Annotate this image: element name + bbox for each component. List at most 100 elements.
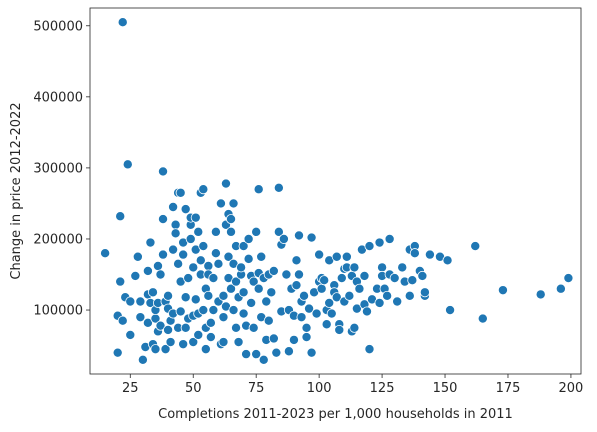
data-point	[334, 324, 345, 335]
data-point	[243, 233, 254, 244]
data-point	[100, 248, 111, 259]
data-point	[193, 226, 204, 237]
data-point	[137, 354, 148, 365]
data-point	[535, 289, 546, 300]
data-point	[271, 347, 282, 358]
x-tick-label: 125	[370, 381, 395, 396]
data-point	[160, 344, 171, 355]
data-point	[180, 322, 191, 333]
data-point	[125, 329, 136, 340]
data-point	[142, 317, 153, 328]
data-point	[135, 296, 146, 307]
data-point	[419, 287, 430, 298]
y-tick-label: 300000	[33, 161, 83, 176]
data-point	[190, 294, 201, 305]
data-point	[293, 269, 304, 280]
y-axis-label: Change in price 2012-2022	[9, 102, 24, 279]
x-tick-label: 150	[433, 381, 458, 396]
data-point	[278, 233, 289, 244]
data-point	[226, 226, 237, 237]
data-point	[477, 313, 488, 324]
data-point	[409, 248, 420, 259]
data-point	[236, 262, 247, 273]
data-point	[445, 305, 456, 316]
data-point	[158, 214, 169, 225]
data-point	[306, 347, 317, 358]
data-point	[203, 290, 214, 301]
data-point	[238, 287, 249, 298]
data-point	[233, 337, 244, 348]
data-point	[248, 276, 259, 287]
data-point	[361, 306, 372, 317]
data-point	[115, 276, 126, 287]
data-point	[220, 178, 231, 189]
data-point	[336, 273, 347, 284]
data-point	[261, 296, 272, 307]
data-point	[228, 305, 239, 316]
data-point	[200, 344, 211, 355]
data-point	[384, 233, 395, 244]
data-point	[397, 262, 408, 273]
data-point	[404, 290, 415, 301]
data-point	[145, 237, 156, 248]
x-tick-label: 75	[248, 381, 265, 396]
data-point	[364, 344, 375, 355]
data-point	[130, 270, 141, 281]
data-point	[238, 308, 249, 319]
data-point	[190, 212, 201, 223]
data-point	[251, 349, 262, 360]
data-point	[147, 287, 158, 298]
data-point	[377, 262, 388, 273]
data-point	[175, 187, 186, 198]
data-point	[117, 315, 128, 326]
data-point	[374, 237, 385, 248]
data-point	[241, 349, 252, 360]
data-point	[231, 322, 242, 333]
data-point	[208, 273, 219, 284]
data-point	[188, 337, 199, 348]
data-point	[382, 290, 393, 301]
data-point	[341, 251, 352, 262]
data-point	[331, 292, 342, 303]
x-tick-label: 25	[122, 381, 139, 396]
data-point	[344, 290, 355, 301]
y-tick-label: 200000	[33, 232, 83, 247]
data-point	[349, 262, 360, 273]
data-point	[218, 337, 229, 348]
data-point	[228, 198, 239, 209]
data-points	[100, 17, 574, 365]
data-point	[283, 346, 294, 357]
data-point	[170, 219, 181, 230]
data-point	[293, 230, 304, 241]
data-point	[173, 258, 184, 269]
data-point	[246, 297, 257, 308]
data-point	[296, 312, 307, 323]
plot-area	[89, 7, 582, 375]
data-point	[155, 269, 166, 280]
data-point	[175, 306, 186, 317]
data-point	[266, 287, 277, 298]
data-point	[155, 320, 166, 331]
data-point	[203, 260, 214, 271]
data-point	[324, 297, 335, 308]
data-point	[349, 322, 360, 333]
data-point	[304, 303, 315, 314]
data-point	[226, 214, 237, 225]
data-point	[178, 249, 189, 260]
data-point	[331, 251, 342, 262]
data-point	[150, 344, 161, 355]
data-point	[316, 283, 327, 294]
data-point	[112, 347, 123, 358]
data-point	[319, 275, 330, 286]
x-tick-label: 100	[307, 381, 332, 396]
data-point	[208, 305, 219, 316]
data-point	[424, 249, 435, 260]
y-axis: 100000 200000 300000 400000 500000	[33, 19, 90, 319]
data-point	[326, 308, 337, 319]
data-point	[165, 337, 176, 348]
data-point	[168, 244, 179, 255]
data-point	[163, 324, 174, 335]
data-point	[117, 17, 128, 28]
data-point	[223, 251, 234, 262]
